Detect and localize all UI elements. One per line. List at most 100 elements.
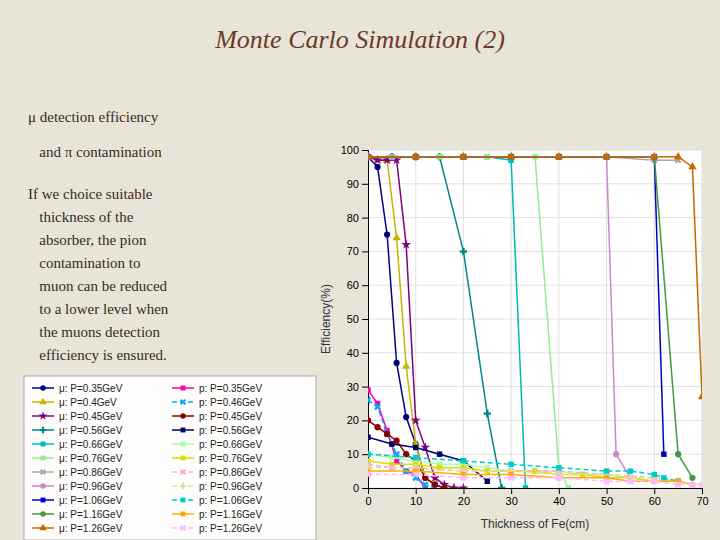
marker xyxy=(403,414,409,420)
grid-line xyxy=(368,319,702,320)
legend-marker xyxy=(40,511,46,517)
legend-entry: μ: P=0.86GeV xyxy=(32,467,123,478)
plot-area xyxy=(368,152,702,488)
tick: 10 xyxy=(410,488,422,507)
grid-line xyxy=(368,183,702,184)
marker xyxy=(368,469,373,479)
legend-entry: p: P=1.16GeV xyxy=(172,509,262,520)
legend: μ: P=0.35GeVμ: P=0.4GeVμ: P=0.45GeVμ: P=… xyxy=(24,376,316,540)
legend-label: p: P=1.26GeV xyxy=(199,523,262,534)
legend-label: p: P=0.86GeV xyxy=(199,467,262,478)
grid-line xyxy=(368,386,702,387)
marker xyxy=(652,472,657,477)
tick-label: 20 xyxy=(347,414,359,426)
legend-entry: μ: P=0.66GeV xyxy=(32,439,123,450)
marker xyxy=(368,451,371,456)
legend-label: p: P=0.45GeV xyxy=(199,411,262,422)
legend-entry: p: P=0.96GeV xyxy=(172,481,262,492)
annotation: thickness of the xyxy=(28,209,134,225)
marker xyxy=(368,387,371,392)
tick-mark xyxy=(362,285,368,286)
tick-mark xyxy=(362,319,368,320)
tick-mark xyxy=(702,488,703,494)
marker xyxy=(368,395,373,405)
tick: 70 xyxy=(696,488,708,507)
legend-marker xyxy=(178,397,187,406)
tick-mark xyxy=(362,488,368,489)
annotation: the muons detection xyxy=(28,324,161,340)
x-axis-title: Thickness of Fe(cm) xyxy=(481,517,590,531)
legend-label: μ: P=0.4GeV xyxy=(59,397,117,408)
tick-label: 0 xyxy=(365,495,371,507)
series xyxy=(368,154,571,488)
tick: 80 xyxy=(347,212,368,224)
tick-label: 40 xyxy=(553,495,565,507)
tick-mark xyxy=(416,488,417,494)
tick: 20 xyxy=(458,488,470,507)
legend-marker xyxy=(180,483,187,490)
marker xyxy=(401,239,411,248)
marker xyxy=(661,475,666,480)
legend-entry: p: P=0.66GeV xyxy=(172,439,262,450)
marker xyxy=(412,152,420,159)
legend-entry: μ: P=0.56GeV xyxy=(32,425,123,436)
legend-entry: μ: P=0.4GeV xyxy=(32,397,117,408)
legend-label: p: P=1.06GeV xyxy=(199,495,262,506)
marker xyxy=(437,451,442,456)
line xyxy=(368,157,568,488)
marker xyxy=(661,451,666,456)
legend-label: p: P=0.76GeV xyxy=(199,453,262,464)
legend-marker xyxy=(40,385,46,391)
tick: 0 xyxy=(365,488,371,507)
legend-marker xyxy=(181,456,186,461)
legend-entry: μ: P=1.16GeV xyxy=(32,509,123,520)
tick-label: 70 xyxy=(696,495,708,507)
tick: 100 xyxy=(341,144,368,156)
tick-label: 30 xyxy=(347,381,359,393)
line xyxy=(368,157,702,397)
marker xyxy=(484,410,491,417)
tick-mark xyxy=(362,251,368,252)
x-axis: 010203040506070 xyxy=(365,488,708,507)
series xyxy=(368,154,528,488)
legend-marker xyxy=(41,498,46,503)
annotation: to a lower level when xyxy=(28,301,169,317)
annotation: efficiency is ensured. xyxy=(28,347,167,363)
line xyxy=(368,157,463,488)
marker xyxy=(411,469,421,479)
tick-mark xyxy=(607,488,608,494)
legend-label: μ: P=0.56GeV xyxy=(59,425,123,436)
marker xyxy=(675,451,681,457)
tick-label: 80 xyxy=(347,212,359,224)
legend-entry: μ: P=1.06GeV xyxy=(32,495,123,506)
legend-label: μ: P=0.76GeV xyxy=(59,453,123,464)
marker xyxy=(566,485,571,488)
marker xyxy=(432,482,438,488)
legend-marker xyxy=(40,427,47,434)
legend-marker xyxy=(181,442,186,447)
marker xyxy=(485,479,490,484)
annotation: If we choice suitable xyxy=(28,186,153,202)
marker xyxy=(625,476,635,486)
series xyxy=(368,154,667,457)
line xyxy=(368,157,630,478)
legend-label: μ: P=1.26GeV xyxy=(59,523,123,534)
grid-line xyxy=(368,251,702,252)
marker xyxy=(649,476,659,486)
line xyxy=(368,420,444,488)
legend-marker xyxy=(40,483,46,489)
legend-frame xyxy=(24,376,316,540)
marker xyxy=(698,392,702,399)
marker xyxy=(430,473,440,482)
series xyxy=(368,154,696,481)
marker xyxy=(650,152,658,159)
series xyxy=(368,387,428,488)
marker xyxy=(459,152,467,159)
tick-mark xyxy=(362,387,368,388)
legend-marker xyxy=(39,524,46,530)
annotation: absorber, the pion xyxy=(28,232,147,248)
tick-label: 20 xyxy=(458,495,470,507)
marker xyxy=(508,462,513,467)
marker xyxy=(413,455,418,460)
marker xyxy=(556,465,561,470)
